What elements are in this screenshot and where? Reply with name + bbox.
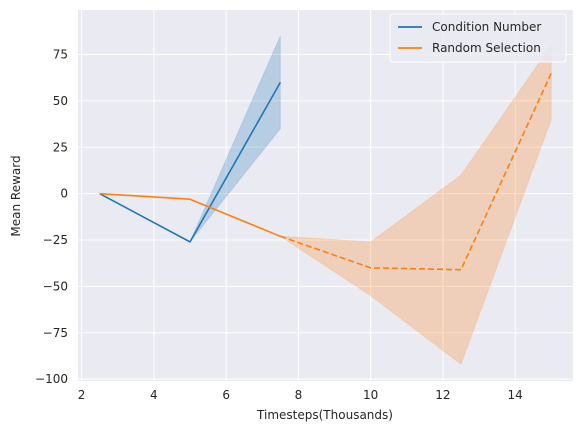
y-tick-label: 25 <box>53 140 68 154</box>
y-tick-label: 75 <box>53 48 68 62</box>
x-tick-label: 10 <box>363 388 378 402</box>
series-line-0 <box>99 81 282 243</box>
legend-label: Random Selection <box>432 41 541 55</box>
grid <box>78 10 573 381</box>
x-tick-label: 14 <box>508 388 523 402</box>
y-axis: −100 −75 −50 −25 0 25 50 75 <box>35 48 68 387</box>
y-tick-label: −75 <box>43 326 68 340</box>
y-tick-label: −25 <box>43 233 68 247</box>
legend: Condition Number Random Selection <box>389 13 567 63</box>
series-line-1 <box>280 72 553 271</box>
legend-label: Condition Number <box>432 20 541 34</box>
series-lines <box>99 72 553 271</box>
y-axis-label: Mean Reward <box>9 155 23 236</box>
x-tick-label: 2 <box>78 388 86 402</box>
legend-box <box>389 13 567 63</box>
x-axis-label: Timesteps(Thousands) <box>256 408 393 422</box>
y-tick-label: 50 <box>53 94 68 108</box>
y-tick-label: −100 <box>35 372 68 386</box>
x-tick-label: 4 <box>150 388 158 402</box>
y-tick-label: −50 <box>43 279 68 293</box>
series-line-1 <box>99 192 281 238</box>
x-tick-label: 12 <box>435 388 450 402</box>
y-tick-label: 0 <box>60 187 68 201</box>
x-tick-label: 8 <box>295 388 303 402</box>
x-tick-label: 6 <box>222 388 230 402</box>
plot-area <box>78 10 573 381</box>
x-axis: 2 4 6 8 10 12 14 <box>78 388 523 402</box>
